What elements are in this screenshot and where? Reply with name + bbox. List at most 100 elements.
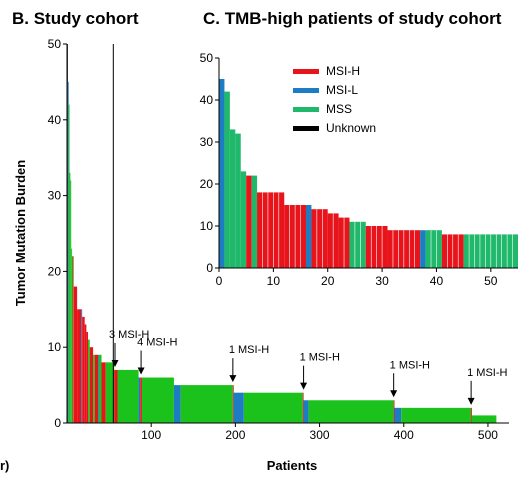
legend-label: Unknown — [326, 121, 376, 135]
inset-x-tick-label: 50 — [484, 274, 498, 288]
bar — [105, 362, 115, 423]
bar — [471, 415, 497, 423]
y-tick-label: 30 — [48, 189, 62, 203]
bar — [68, 104, 70, 423]
inset-bar — [246, 175, 252, 268]
legend-swatch — [293, 107, 319, 112]
bar — [86, 332, 89, 423]
inset-bar — [224, 91, 230, 268]
bar — [173, 385, 181, 423]
annotation-arrowhead — [111, 359, 119, 367]
annotation-label: 4 MSI-H — [137, 337, 177, 349]
bar — [88, 339, 90, 423]
bar — [243, 392, 303, 423]
bar — [232, 385, 234, 423]
legend-swatch — [293, 69, 319, 74]
legend-label: MSI-L — [326, 83, 358, 97]
annotation-arrowhead — [137, 367, 145, 375]
y-tick-label: 40 — [48, 113, 62, 127]
legend-label: MSI-H — [326, 64, 360, 78]
inset-y-tick-label: 10 — [200, 219, 214, 233]
legend-swatch — [293, 88, 319, 93]
bar — [141, 377, 174, 423]
inset-y-tick-label: 0 — [206, 261, 213, 275]
x-tick-label: 200 — [225, 428, 245, 442]
inset-y-tick-label: 20 — [200, 177, 214, 191]
y-axis-title: Tumor Mutation Burden — [13, 160, 28, 306]
inset-bar — [229, 129, 236, 268]
bar — [393, 400, 395, 423]
bar — [71, 248, 73, 423]
bar — [70, 180, 72, 423]
annotation-label: 1 MSI-H — [300, 352, 340, 364]
bar — [72, 256, 74, 423]
bar — [117, 369, 139, 423]
bar — [93, 354, 95, 423]
bar — [394, 407, 402, 423]
bar — [94, 354, 99, 423]
bar — [303, 400, 309, 423]
inset-bar — [349, 221, 366, 268]
bar — [180, 385, 233, 423]
bar — [401, 407, 472, 423]
inset-bar — [311, 209, 328, 268]
inset-bar — [305, 205, 312, 268]
x-axis-title: Patients — [267, 458, 318, 473]
bar — [69, 172, 71, 423]
bar — [82, 316, 85, 423]
bar — [81, 309, 83, 423]
inset-bar — [235, 133, 241, 268]
y-tick-label: 0 — [54, 416, 61, 430]
bar — [98, 354, 102, 423]
inset-bar — [219, 79, 225, 268]
bar — [114, 369, 118, 423]
annotation-label: 1 MSI-H — [467, 367, 507, 379]
bar — [138, 377, 141, 423]
inset-chart: 0 10 20 30 40 50 0 10 20 30 40 50 MSI-H MSI-L MSS Unkno… — [188, 42, 528, 295]
bar — [72, 256, 73, 423]
inset-x-tick-label: 10 — [267, 274, 281, 288]
panel-b-title: B. Study cohort — [12, 9, 139, 28]
annotation-arrowhead — [390, 390, 398, 398]
annotation-label: 1 MSI-H — [229, 344, 269, 356]
legend-swatch — [293, 126, 319, 131]
y-tick-label: 20 — [48, 264, 62, 278]
bar — [302, 392, 304, 423]
x-tick-label: 300 — [310, 428, 330, 442]
bar — [67, 81, 69, 424]
bar — [73, 286, 78, 423]
annotation-arrowhead — [467, 397, 475, 405]
inset-y-tick-label: 30 — [200, 135, 214, 149]
bar — [84, 324, 87, 423]
annotation-label: 3 MSI-H — [109, 329, 149, 341]
inset-bar — [425, 230, 442, 268]
inset-bar — [257, 192, 285, 268]
inset-bar — [420, 230, 426, 268]
inset-x-tick-label: 30 — [375, 274, 389, 288]
bar — [233, 392, 244, 423]
bar — [101, 362, 106, 423]
x-tick-label: 100 — [141, 428, 161, 442]
bar — [98, 354, 99, 423]
inset-x-tick-label: 0 — [216, 274, 223, 288]
inset-y-tick-label: 40 — [200, 93, 214, 107]
inset-bar — [240, 171, 247, 268]
inset-y-tick-label: 50 — [200, 51, 214, 65]
x-tick-label: 500 — [478, 428, 498, 442]
legend-label: MSS — [326, 102, 352, 116]
annotation-arrowhead — [229, 375, 237, 383]
inset-x-tick-label: 20 — [321, 274, 335, 288]
panel-c-title: C. TMB-high patients of study cohort — [203, 9, 502, 28]
bar — [471, 407, 472, 423]
inset-x-tick-label: 40 — [430, 274, 444, 288]
y-tick-label: 10 — [48, 340, 62, 354]
bar — [140, 377, 142, 423]
bar — [77, 309, 82, 423]
y-tick-label: 50 — [48, 37, 62, 51]
inset-bar — [251, 175, 258, 268]
corner-label: r) — [0, 458, 9, 473]
bar — [89, 347, 94, 423]
bar — [308, 400, 394, 423]
